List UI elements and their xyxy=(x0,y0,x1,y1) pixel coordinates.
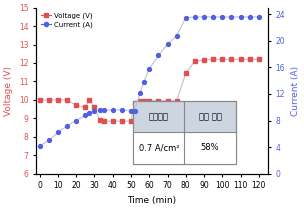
Voltage (V) xyxy=(87,99,91,101)
Current (A) xyxy=(129,109,133,112)
Voltage (V) xyxy=(166,99,169,102)
Current (A) xyxy=(211,16,215,18)
Current (A) xyxy=(142,81,146,83)
Voltage (V) xyxy=(193,60,197,62)
Current (A) xyxy=(147,68,151,70)
Voltage (V) xyxy=(93,106,96,108)
Voltage (V) xyxy=(220,58,224,61)
Voltage (V) xyxy=(175,99,178,102)
Current (A) xyxy=(193,16,197,18)
Current (A) xyxy=(138,91,142,94)
Current (A) xyxy=(257,16,261,18)
Current (A) xyxy=(56,131,60,134)
Voltage (V) xyxy=(230,58,233,61)
Current (A) xyxy=(111,109,115,111)
Current (A) xyxy=(93,109,96,112)
Current (A) xyxy=(120,109,124,111)
Voltage (V) xyxy=(157,99,160,102)
Bar xyxy=(133,132,236,164)
Line: Current (A): Current (A) xyxy=(38,15,261,148)
Voltage (V) xyxy=(202,59,206,61)
Voltage (V) xyxy=(248,58,252,61)
Y-axis label: Current (A): Current (A) xyxy=(291,66,300,116)
Voltage (V) xyxy=(129,120,133,122)
Current (A) xyxy=(47,139,50,142)
Voltage (V) xyxy=(84,106,87,108)
Text: 전류 효율: 전류 효율 xyxy=(199,112,221,121)
Current (A) xyxy=(157,54,160,57)
Current (A) xyxy=(220,16,224,18)
Text: 0.7 A/cm²: 0.7 A/cm² xyxy=(139,143,179,152)
Current (A) xyxy=(65,125,69,127)
Text: 58%: 58% xyxy=(201,143,219,152)
Current (A) xyxy=(98,109,102,111)
Current (A) xyxy=(74,119,78,122)
Voltage (V) xyxy=(56,99,60,101)
Voltage (V) xyxy=(102,120,105,122)
Y-axis label: Voltage (V): Voltage (V) xyxy=(4,66,13,116)
Current (A) xyxy=(239,16,242,18)
Voltage (V) xyxy=(98,119,102,121)
Text: 전류밀도: 전류밀도 xyxy=(149,112,169,121)
Voltage (V) xyxy=(47,99,50,101)
Current (A) xyxy=(230,16,233,18)
Voltage (V) xyxy=(184,72,188,74)
Current (A) xyxy=(175,34,178,37)
Voltage (V) xyxy=(120,120,124,122)
Current (A) xyxy=(133,109,136,112)
Voltage (V) xyxy=(142,99,146,102)
Current (A) xyxy=(248,16,252,18)
Current (A) xyxy=(166,43,169,45)
X-axis label: Time (min): Time (min) xyxy=(127,196,177,205)
Line: Voltage (V): Voltage (V) xyxy=(38,57,261,123)
Voltage (V) xyxy=(138,99,142,102)
Current (A) xyxy=(202,16,206,18)
Current (A) xyxy=(84,114,87,116)
Bar xyxy=(133,101,236,164)
Voltage (V) xyxy=(65,99,69,101)
Current (A) xyxy=(38,144,41,147)
Voltage (V) xyxy=(38,99,41,101)
Current (A) xyxy=(102,109,105,111)
Voltage (V) xyxy=(257,58,261,61)
Voltage (V) xyxy=(147,99,151,102)
Current (A) xyxy=(184,16,188,19)
Voltage (V) xyxy=(111,120,115,122)
Legend: Voltage (V), Current (A): Voltage (V), Current (A) xyxy=(40,11,94,29)
Voltage (V) xyxy=(211,58,215,61)
Voltage (V) xyxy=(133,101,136,104)
Bar xyxy=(133,101,236,164)
Voltage (V) xyxy=(74,104,78,107)
Voltage (V) xyxy=(239,58,242,61)
Current (A) xyxy=(87,111,91,114)
